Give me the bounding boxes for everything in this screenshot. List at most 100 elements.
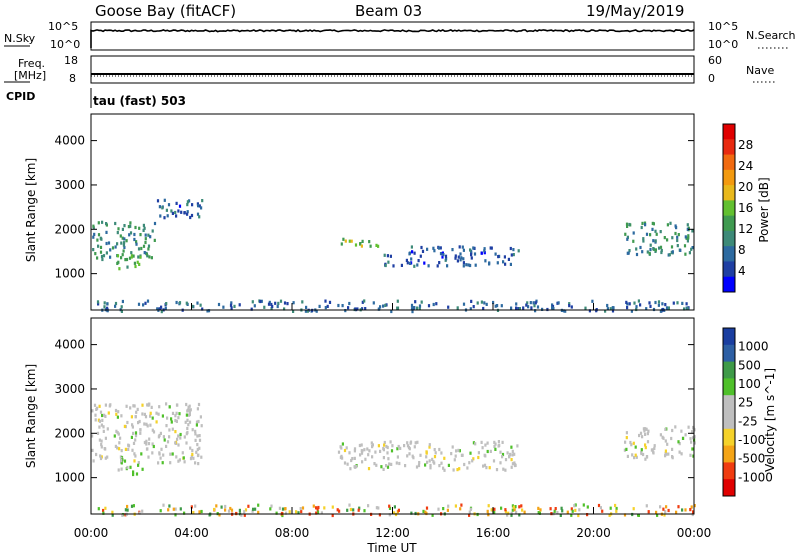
range-cell [168, 405, 171, 409]
range-cell [497, 440, 500, 444]
range-cell [657, 300, 661, 304]
range-cell [167, 508, 170, 512]
range-cell [380, 465, 383, 469]
range-cell [141, 509, 144, 513]
range-cell [132, 404, 135, 408]
range-cell [102, 254, 106, 258]
range-cell [175, 455, 178, 459]
range-cell [375, 463, 378, 467]
range-cell [483, 247, 486, 251]
range-cell [96, 256, 99, 260]
range-cell [145, 442, 148, 446]
range-cell [156, 199, 160, 203]
range-cell [432, 246, 435, 250]
x-tick-label: 00:00 [74, 526, 109, 540]
colorbar-segment [723, 276, 735, 293]
range-cell [101, 257, 104, 262]
range-cell [167, 203, 171, 207]
range-cell [347, 306, 350, 310]
range-cell [426, 247, 429, 251]
colorbar-tick-label: 4 [738, 264, 746, 278]
range-cell [667, 508, 670, 513]
range-cell [123, 424, 126, 428]
range-cell [170, 420, 173, 424]
range-cell [680, 429, 683, 433]
range-cell [644, 457, 647, 461]
range-cell [384, 263, 387, 268]
range-cell [691, 246, 694, 250]
range-cell [371, 455, 374, 459]
range-cell [174, 507, 177, 511]
range-cell [648, 301, 651, 305]
range-cell [493, 440, 496, 444]
range-cell [189, 446, 192, 450]
nsearch-tick-top: 10^5 [708, 20, 738, 33]
range-cell [120, 414, 123, 418]
range-cell [500, 506, 503, 510]
range-cell [666, 223, 669, 227]
range-cell [425, 455, 428, 459]
range-cell [306, 309, 309, 313]
range-cell [175, 201, 178, 205]
range-cell [254, 507, 257, 511]
range-cell [472, 441, 475, 445]
range-cell [337, 303, 340, 308]
range-cell [653, 446, 656, 450]
range-cell [373, 462, 376, 466]
range-cell [122, 249, 125, 253]
range-cell [183, 511, 186, 515]
range-cell [559, 513, 562, 517]
range-cell [343, 448, 347, 453]
range-cell [654, 300, 657, 305]
range-cell [644, 446, 647, 450]
colorbar-tick-label: 100 [738, 377, 761, 391]
range-cell [472, 305, 475, 309]
range-cell [91, 448, 94, 452]
range-cell [130, 255, 133, 259]
range-cell [360, 451, 364, 455]
range-cell [383, 443, 386, 447]
range-cell [652, 450, 655, 454]
range-cell [114, 245, 117, 249]
colorbar-segment [723, 361, 735, 379]
range-cell [470, 256, 473, 260]
range-cell [691, 436, 695, 440]
range-cell [158, 451, 161, 455]
range-cell [355, 464, 358, 469]
range-cell [564, 309, 567, 313]
range-cell [514, 505, 517, 509]
range-cell [557, 301, 560, 305]
range-cell [159, 214, 162, 218]
range-cell [608, 513, 611, 517]
range-cell [99, 250, 103, 254]
range-cell [477, 455, 480, 460]
range-cell [641, 250, 644, 254]
range-cell [468, 461, 471, 465]
range-cell [520, 504, 523, 508]
cpid-strip: CPID tau (fast) 503 [6, 88, 186, 108]
range-cell [447, 463, 450, 467]
range-cell [625, 222, 629, 226]
freq-frame [90, 55, 695, 84]
range-cell [117, 468, 120, 472]
range-cell [388, 504, 391, 508]
range-cell [196, 202, 199, 206]
range-cell [410, 257, 413, 261]
range-cell [625, 431, 628, 435]
range-cell [130, 415, 133, 419]
range-cell [125, 404, 128, 408]
range-cell [393, 505, 396, 509]
range-cell [105, 230, 108, 234]
range-cell [252, 507, 255, 511]
range-cell [689, 508, 692, 512]
range-cell [436, 264, 439, 268]
range-cell [131, 425, 134, 429]
range-cell [278, 506, 281, 510]
range-cell [356, 307, 359, 311]
range-cell [324, 299, 327, 303]
range-cell [126, 504, 129, 509]
range-cell [157, 412, 160, 416]
range-cell [586, 505, 589, 509]
range-cell [215, 504, 218, 508]
range-cell [396, 306, 399, 310]
